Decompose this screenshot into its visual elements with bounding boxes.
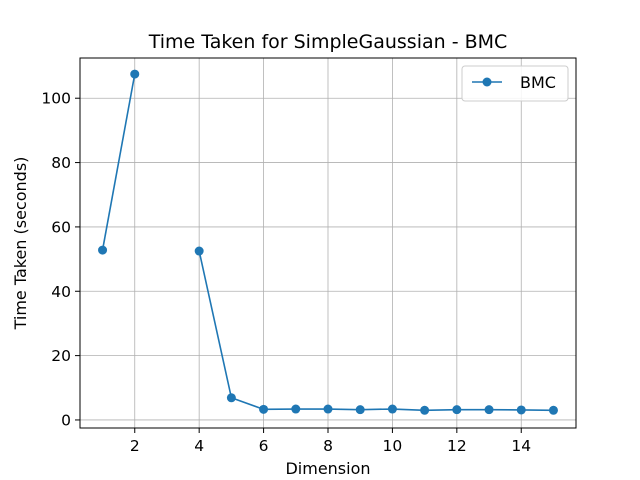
y-tick-label: 0 bbox=[61, 411, 71, 429]
series-bmc bbox=[98, 69, 558, 415]
series-line-segment bbox=[198, 250, 554, 412]
x-tick-label: 2 bbox=[130, 437, 140, 455]
series-line-segment bbox=[101, 73, 136, 251]
y-tick-label: 20 bbox=[51, 347, 71, 365]
x-tick-label: 4 bbox=[194, 437, 204, 455]
x-tick-label: 10 bbox=[383, 437, 403, 455]
data-point bbox=[291, 404, 301, 414]
data-point bbox=[516, 405, 526, 415]
data-point bbox=[420, 405, 430, 415]
data-point bbox=[484, 405, 494, 415]
data-point bbox=[98, 245, 108, 255]
y-tick-label: 40 bbox=[51, 283, 71, 301]
x-tick-label: 8 bbox=[323, 437, 333, 455]
x-tick-label: 12 bbox=[447, 437, 467, 455]
legend: BMC bbox=[461, 65, 569, 102]
y-tick-label: 100 bbox=[41, 90, 71, 108]
y-tick-label: 60 bbox=[51, 218, 71, 236]
x-tick-label: 6 bbox=[259, 437, 269, 455]
ticks: 2 4 6 8 10 12 14 0 20 40 60 80 100 bbox=[41, 90, 531, 455]
x-axis-label: Dimension bbox=[285, 459, 370, 478]
data-point bbox=[355, 405, 365, 415]
data-point bbox=[387, 404, 397, 414]
data-point bbox=[226, 393, 236, 403]
data-point bbox=[548, 405, 558, 415]
legend-marker-bmc bbox=[482, 77, 492, 87]
grid bbox=[80, 58, 576, 428]
data-point bbox=[259, 404, 269, 414]
chart-title: Time Taken for SimpleGaussian - BMC bbox=[148, 31, 508, 53]
y-tick-label: 80 bbox=[51, 154, 71, 172]
data-point bbox=[323, 404, 333, 414]
data-point bbox=[452, 405, 462, 415]
data-point bbox=[194, 246, 204, 256]
series-layer bbox=[98, 69, 558, 415]
legend-label-bmc: BMC bbox=[520, 73, 556, 92]
legend-box bbox=[461, 65, 569, 102]
x-tick-label: 14 bbox=[511, 437, 531, 455]
data-point bbox=[130, 69, 140, 79]
y-axis-label: Time Taken (seconds) bbox=[11, 157, 30, 331]
